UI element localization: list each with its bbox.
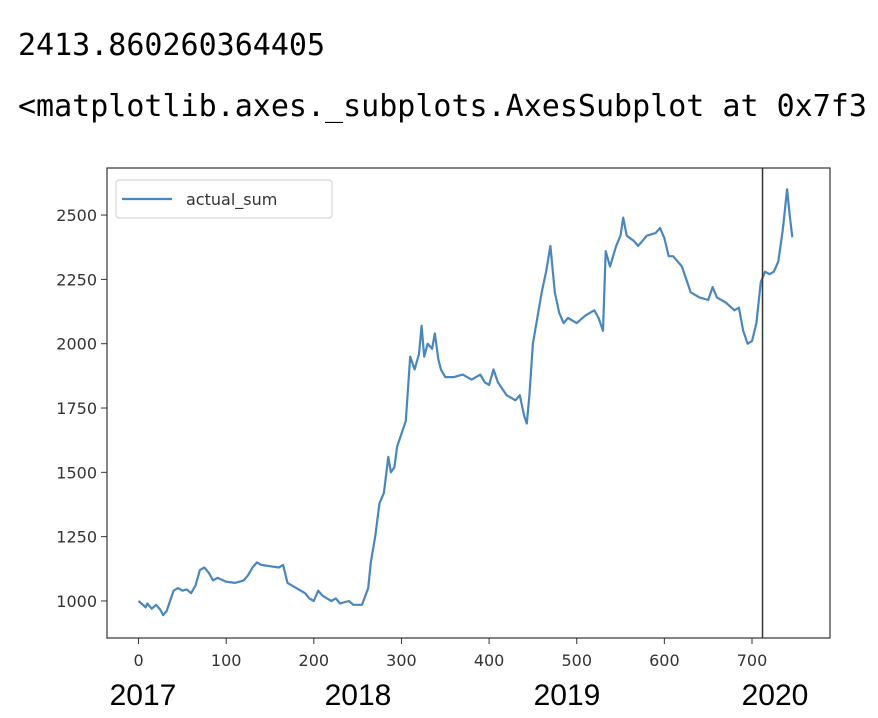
- year-label: 2017: [110, 679, 177, 712]
- x-tick-label: 200: [299, 651, 330, 670]
- x-tick-label: 0: [133, 651, 143, 670]
- y-tick-label: 1250: [56, 528, 97, 547]
- year-label: 2019: [534, 679, 601, 712]
- repr-text: <matplotlib.axes._subplots.AxesSubplot a…: [18, 89, 867, 124]
- y-tick-label: 1750: [56, 399, 97, 418]
- x-tick-label: 300: [386, 651, 417, 670]
- output-text: 2413.860260364405: [18, 28, 325, 63]
- x-tick-label: 700: [737, 651, 768, 670]
- x-tick-label: 100: [211, 651, 242, 670]
- x-tick-label: 600: [649, 651, 680, 670]
- x-tick-label: 400: [474, 651, 505, 670]
- series-line: [137, 188, 794, 617]
- plot-frame: [106, 167, 831, 639]
- year-label: 2018: [325, 679, 392, 712]
- x-tick-label: 500: [561, 651, 592, 670]
- y-tick-label: 2500: [56, 206, 97, 225]
- y-tick-label: 2000: [56, 335, 97, 354]
- y-tick-label: 1500: [56, 463, 97, 482]
- year-label: 2020: [742, 679, 809, 712]
- legend-box: [115, 179, 333, 219]
- y-tick-label: 1000: [56, 592, 97, 611]
- legend-label: actual_sum: [186, 190, 277, 210]
- y-tick-label: 2250: [56, 270, 97, 289]
